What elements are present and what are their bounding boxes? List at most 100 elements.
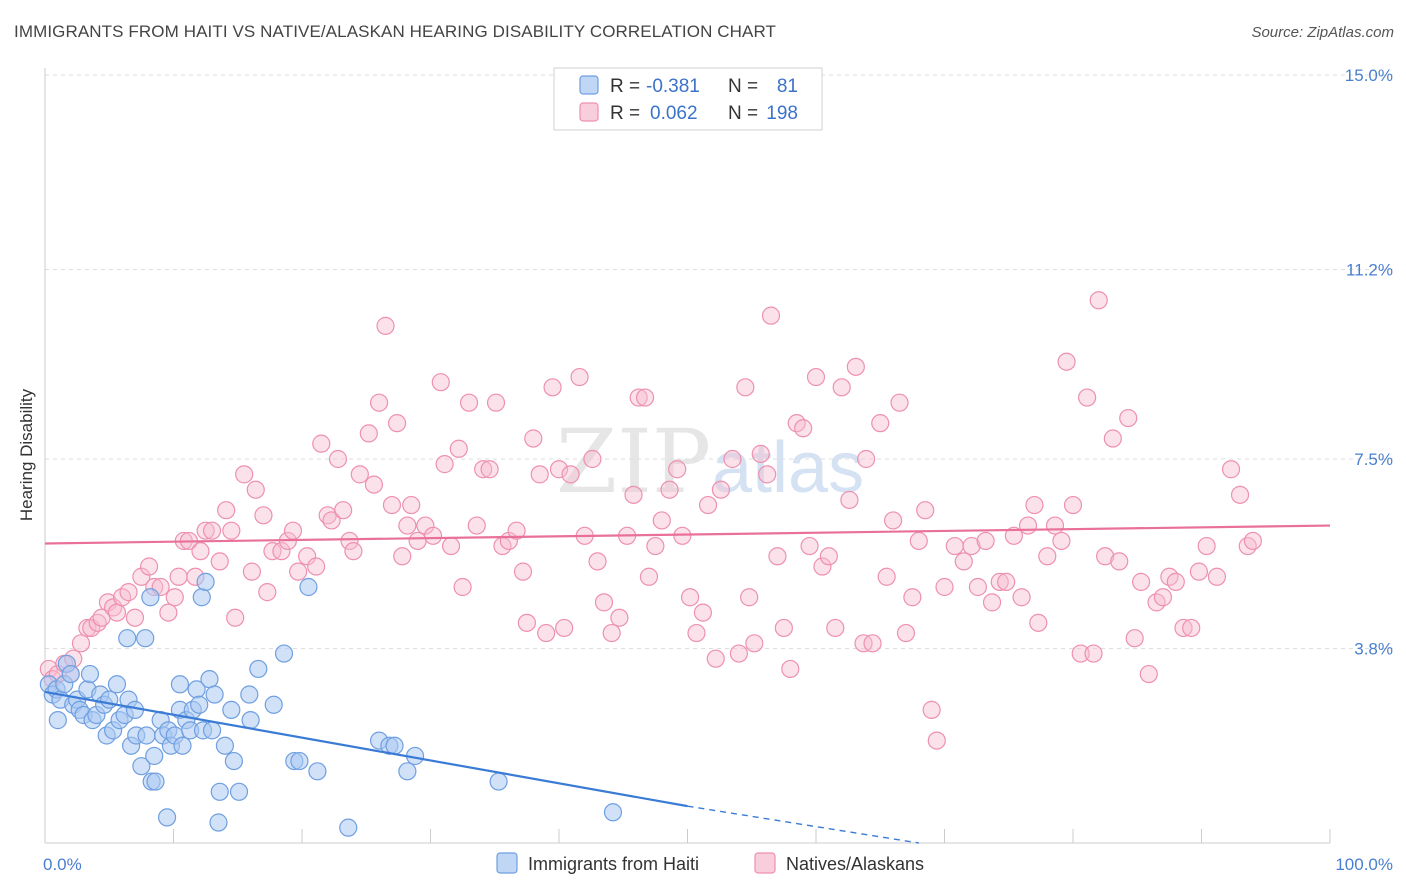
natives-alaskans-point bbox=[1119, 408, 1138, 428]
natives-alaskans-point bbox=[629, 388, 648, 407]
series-legend-label-natives: Natives/Alaskans bbox=[786, 854, 924, 874]
natives-alaskans-point bbox=[537, 623, 556, 643]
natives-alaskans-point bbox=[927, 731, 946, 750]
natives-alaskans-point bbox=[660, 480, 679, 499]
natives-alaskans-point bbox=[474, 460, 493, 479]
natives-alaskans-point bbox=[711, 480, 731, 499]
watermark-zip: ZIP bbox=[556, 410, 711, 513]
natives-alaskans-point bbox=[1078, 388, 1097, 407]
haiti-point bbox=[100, 690, 119, 709]
natives-alaskans-point bbox=[1089, 291, 1108, 310]
natives-alaskans-point bbox=[668, 460, 687, 479]
natives-alaskans-point bbox=[883, 511, 903, 530]
natives-alaskans-point bbox=[968, 577, 988, 597]
natives-alaskans-point bbox=[982, 593, 1002, 612]
natives-alaskans-point bbox=[1110, 552, 1129, 571]
series-legend-label-haiti: Immigrants from Haiti bbox=[528, 854, 699, 874]
haiti-point bbox=[240, 685, 259, 704]
natives-alaskans-point bbox=[1038, 547, 1057, 566]
haiti-point bbox=[299, 577, 318, 597]
natives-alaskans-point bbox=[909, 531, 928, 551]
y-tick-label: 3.8% bbox=[1354, 639, 1393, 658]
natives-alaskans-points bbox=[39, 291, 1263, 750]
natives-alaskans-point bbox=[890, 393, 909, 412]
natives-alaskans-point bbox=[896, 623, 916, 643]
haiti-point bbox=[200, 670, 219, 689]
natives-alaskans-point bbox=[610, 608, 629, 627]
haiti-point bbox=[222, 700, 241, 719]
natives-alaskans-point bbox=[768, 547, 787, 566]
natives-alaskans-point bbox=[1012, 588, 1031, 607]
natives-alaskans-point bbox=[217, 501, 236, 520]
natives-alaskans-point bbox=[806, 367, 826, 387]
natives-alaskans-point bbox=[1096, 547, 1115, 566]
legend-r-value-haiti: -0.381 bbox=[646, 76, 700, 97]
haiti-point bbox=[196, 572, 215, 591]
natives-alaskans-point bbox=[387, 414, 407, 433]
natives-alaskans-point bbox=[922, 700, 941, 719]
legend-box bbox=[553, 67, 823, 131]
natives-alaskans-point bbox=[71, 634, 91, 653]
natives-alaskans-point bbox=[800, 536, 819, 556]
natives-alaskans-point bbox=[555, 618, 574, 638]
legend-n-value-natives: 198 bbox=[766, 103, 798, 124]
natives-alaskans-point bbox=[382, 495, 402, 515]
natives-alaskans-point bbox=[863, 634, 882, 653]
natives-alaskans-point bbox=[687, 623, 706, 643]
natives-alaskans-point bbox=[423, 526, 443, 545]
natives-alaskans-point bbox=[1182, 618, 1201, 638]
natives-alaskans-point bbox=[258, 583, 277, 602]
natives-alaskans-point bbox=[570, 367, 589, 387]
natives-alaskans-point bbox=[435, 455, 454, 474]
natives-alaskans-point bbox=[549, 460, 569, 479]
haiti-point bbox=[141, 588, 160, 607]
natives-alaskans-point bbox=[602, 623, 621, 643]
y-tick-label: 15.0% bbox=[1345, 66, 1393, 85]
natives-alaskans-point bbox=[832, 378, 851, 397]
haiti-point bbox=[308, 762, 327, 781]
natives-alaskans-point bbox=[398, 516, 417, 535]
natives-alaskans-point bbox=[132, 567, 151, 586]
natives-alaskans-point bbox=[673, 526, 692, 545]
haiti-point bbox=[264, 695, 283, 714]
y-tick-labels: 3.8% 7.5% 11.2% 15.0% bbox=[1345, 66, 1393, 658]
natives-alaskans-point bbox=[962, 536, 981, 556]
natives-alaskans-point bbox=[761, 306, 781, 325]
natives-alaskans-point bbox=[1243, 531, 1263, 551]
haiti-trend-line-extension bbox=[687, 805, 919, 844]
natives-alaskans-point bbox=[416, 516, 435, 535]
x-tick-labels: 0.0% 100.0% bbox=[43, 855, 1393, 874]
legend-n-value-haiti: 81 bbox=[777, 76, 798, 97]
natives-alaskans-point bbox=[1071, 644, 1090, 663]
natives-alaskans-point bbox=[1018, 516, 1038, 535]
natives-alaskans-point bbox=[1063, 495, 1083, 515]
natives-alaskans-point bbox=[235, 465, 254, 484]
natives-alaskans-point bbox=[364, 475, 384, 494]
haiti-point bbox=[136, 629, 155, 648]
natives-alaskans-point bbox=[1025, 495, 1044, 515]
natives-alaskans-point bbox=[408, 531, 427, 551]
natives-alaskans-point bbox=[543, 378, 562, 397]
natives-alaskans-point bbox=[513, 562, 533, 581]
trend-lines bbox=[44, 524, 1331, 844]
natives-alaskans-point bbox=[169, 567, 188, 586]
natives-alaskans-point bbox=[723, 449, 742, 469]
natives-alaskans-point bbox=[758, 465, 777, 484]
haiti-point bbox=[249, 659, 268, 679]
natives-alaskans-point bbox=[98, 593, 118, 612]
natives-alaskans-point bbox=[916, 501, 935, 520]
chart-title: IMMIGRANTS FROM HAITI VS NATIVE/ALASKAN … bbox=[14, 22, 777, 41]
legend-r-label-natives: R = bbox=[610, 103, 640, 124]
natives-alaskans-point bbox=[774, 618, 793, 638]
haiti-point bbox=[137, 726, 156, 745]
haiti-point bbox=[192, 588, 211, 607]
natives-alaskans-point bbox=[350, 465, 369, 484]
natives-alaskans-point bbox=[706, 649, 725, 668]
natives-alaskans-point bbox=[107, 603, 127, 622]
natives-alaskans-point bbox=[1084, 644, 1103, 663]
x-tick-label: 0.0% bbox=[43, 855, 82, 874]
natives-alaskans-point bbox=[340, 531, 359, 551]
natives-alaskans-point bbox=[698, 495, 718, 515]
natives-alaskans-point bbox=[312, 434, 331, 453]
